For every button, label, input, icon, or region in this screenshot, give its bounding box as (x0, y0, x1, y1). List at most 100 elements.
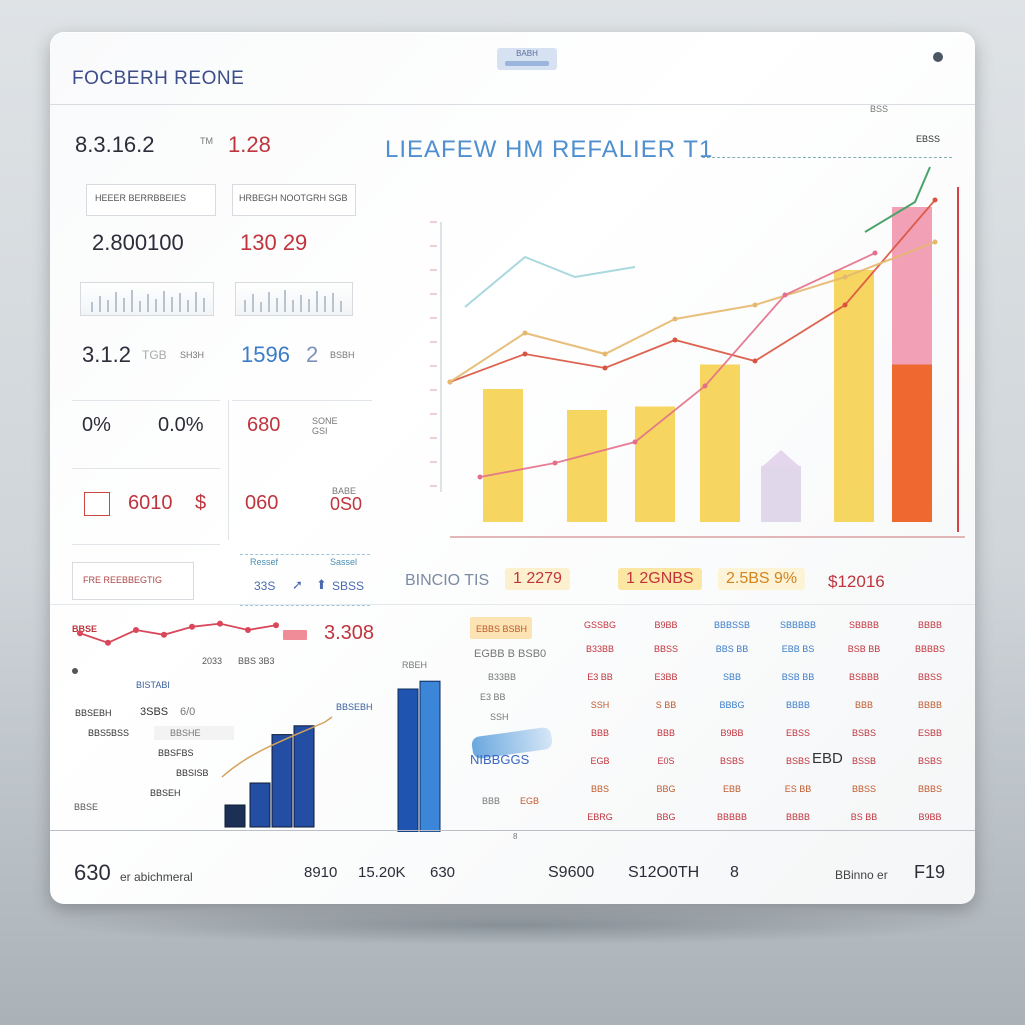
series-point (105, 639, 111, 646)
series-point (273, 622, 279, 629)
bl-axis-a: 2033 (202, 656, 223, 666)
table-cell: B9BB (720, 728, 744, 738)
table-cell: BBB (656, 728, 675, 738)
bl-row-b-bar (154, 726, 234, 740)
series-line (79, 622, 277, 644)
kpi-r2-right: 130 29 (240, 230, 308, 255)
arrow-right-icon: ➚ (292, 577, 303, 592)
table-col-header: BBBB (917, 620, 942, 630)
series-point (672, 337, 678, 343)
bl-bars-labels: BBSEBH (336, 702, 373, 712)
footer-c: 15.20K (358, 864, 406, 881)
sparkline-a (80, 282, 214, 316)
table-cell: BSBBB (848, 672, 879, 682)
series-line (864, 166, 931, 233)
bar (567, 410, 607, 522)
table-cell: SBB (722, 672, 741, 682)
tab-pill[interactable]: BABH (497, 48, 557, 70)
table-col-header: SBBBB (848, 620, 879, 630)
bl-swatch (283, 630, 307, 640)
table-cell: BBB (590, 728, 609, 738)
bl-value: 3.308 (324, 622, 375, 644)
series-point (842, 274, 848, 280)
kpi-box-a-label: HEEER BERRBBEIES (95, 193, 187, 203)
menu-dot-icon[interactable] (933, 52, 943, 62)
series-point (477, 474, 483, 480)
series-point (161, 631, 167, 638)
table-cell: ESBB (917, 728, 942, 738)
kpi-vdivider (228, 400, 229, 540)
summary-d: 2.5BS 9% (718, 568, 806, 590)
table-cell: E0S (657, 756, 675, 766)
bar (761, 466, 801, 522)
table-cell: BBSS (851, 784, 876, 794)
bottom-left-line-chart (77, 620, 279, 646)
kpi-r4-a: 0% (82, 414, 111, 436)
bar (293, 725, 315, 828)
table-cell: BBB (854, 700, 873, 710)
table-row-2: E3 BB (480, 692, 506, 702)
table-cell: S BB (655, 700, 677, 710)
table-cell: BBSS (917, 672, 942, 682)
kpi-r4-c: 680 (247, 414, 281, 436)
series-line (464, 255, 636, 308)
kpi-r3-right-tag: BSBH (330, 350, 355, 360)
kpi-r1-red: 1.28 (228, 132, 271, 157)
series-point (842, 302, 848, 308)
table-cell: BS BB (850, 812, 878, 822)
footer-h: F19 (914, 862, 946, 882)
table-col-header: B9BB (654, 620, 678, 630)
filter-box[interactable]: FRE REEBBEGTIG (72, 562, 194, 600)
data-table: GSSBG B33BB E3 BB SSH BBB EGB BBS EBRG B9BB BBSS E… (570, 610, 960, 830)
table-cell: BSB BB (781, 672, 815, 682)
series-point (245, 627, 251, 633)
legend-top: BSS (870, 104, 889, 114)
table-h2: EGBB B BSB0 (474, 648, 547, 660)
table-col-header: BBBSSB (713, 620, 751, 630)
kpi-box-a[interactable]: HEEER BERRBBEIES (86, 184, 216, 216)
table-cell: EBSS (785, 728, 810, 738)
bl-bullet (72, 668, 78, 674)
bl-subtitle: BISTABI (136, 680, 170, 690)
main-chart-title: LIEAFEW HM REFALIER T1 (385, 136, 714, 163)
series-point (702, 383, 708, 389)
footer-e: S9600 (548, 864, 595, 881)
bl-row-a-val2: 6/0 (180, 706, 196, 718)
kpi-divider-b (232, 400, 372, 401)
summary-b: 1 2279 (505, 568, 570, 590)
table-right-tag: EBD (812, 750, 843, 767)
table-header: EBBS BSBH (476, 624, 528, 634)
table-cell: EBRG (587, 812, 613, 822)
table-row-3: SSH (490, 712, 509, 722)
footer-g: 8 (730, 864, 739, 881)
table-cell: BSBS (785, 756, 810, 766)
filter-label: FRE REEBBEGTIG (83, 575, 163, 585)
table-cell: E3BB (654, 672, 678, 682)
sparkline-b (235, 282, 353, 316)
tab-pill-bar (505, 61, 549, 66)
table-cell: BBS (590, 784, 609, 794)
bar (635, 406, 675, 522)
series-point (752, 302, 758, 308)
main-chart: BBSBBS1B01B02B92B92B52B52B52B52B52B52B92… (430, 166, 965, 538)
series-point (672, 316, 678, 322)
kpi-divider-a (72, 400, 220, 401)
kpi-r1-tag: TM (200, 136, 213, 146)
bar (834, 270, 874, 522)
kpi-box-b[interactable]: HRBEGH NOOTGRH SGB (232, 184, 356, 216)
series-point (872, 250, 878, 256)
kpi-r5-a-tag: $ (195, 492, 207, 514)
table-cell: BBBB (917, 700, 942, 710)
bottom-tall-bar-chart (397, 680, 441, 832)
kpi-r5-swatch (84, 492, 110, 516)
table-cell: BBG (656, 812, 676, 822)
summary-e: $12016 (828, 572, 885, 591)
series-point (522, 330, 528, 336)
footer-h-label: BBinno er (835, 868, 888, 882)
bar (419, 680, 441, 832)
table-tag-bg (470, 617, 532, 639)
mini-stats: Ressef Sassel 33S ➚ ⬆ SBSS (240, 554, 370, 606)
app-title: FOCBERH REONE (72, 68, 245, 89)
kpi-r3-left-tag: SH3H (180, 350, 205, 360)
bar (700, 364, 740, 522)
